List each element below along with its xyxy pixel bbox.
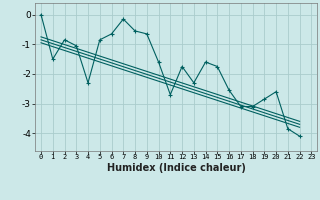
X-axis label: Humidex (Indice chaleur): Humidex (Indice chaleur)	[107, 163, 246, 173]
